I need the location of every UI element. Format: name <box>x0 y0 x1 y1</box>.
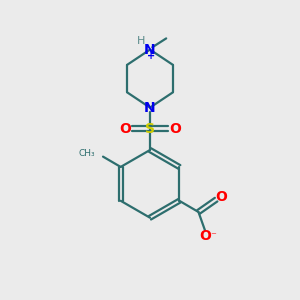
Text: ⁻: ⁻ <box>210 232 216 242</box>
Text: H: H <box>137 36 146 46</box>
Text: N: N <box>144 43 156 57</box>
Text: O: O <box>215 190 227 204</box>
Text: S: S <box>145 122 155 136</box>
Text: O: O <box>119 122 131 136</box>
Text: O: O <box>199 229 211 243</box>
Text: O: O <box>169 122 181 136</box>
Text: +: + <box>146 51 155 61</box>
Text: CH₃: CH₃ <box>78 149 95 158</box>
Text: N: N <box>144 100 156 115</box>
